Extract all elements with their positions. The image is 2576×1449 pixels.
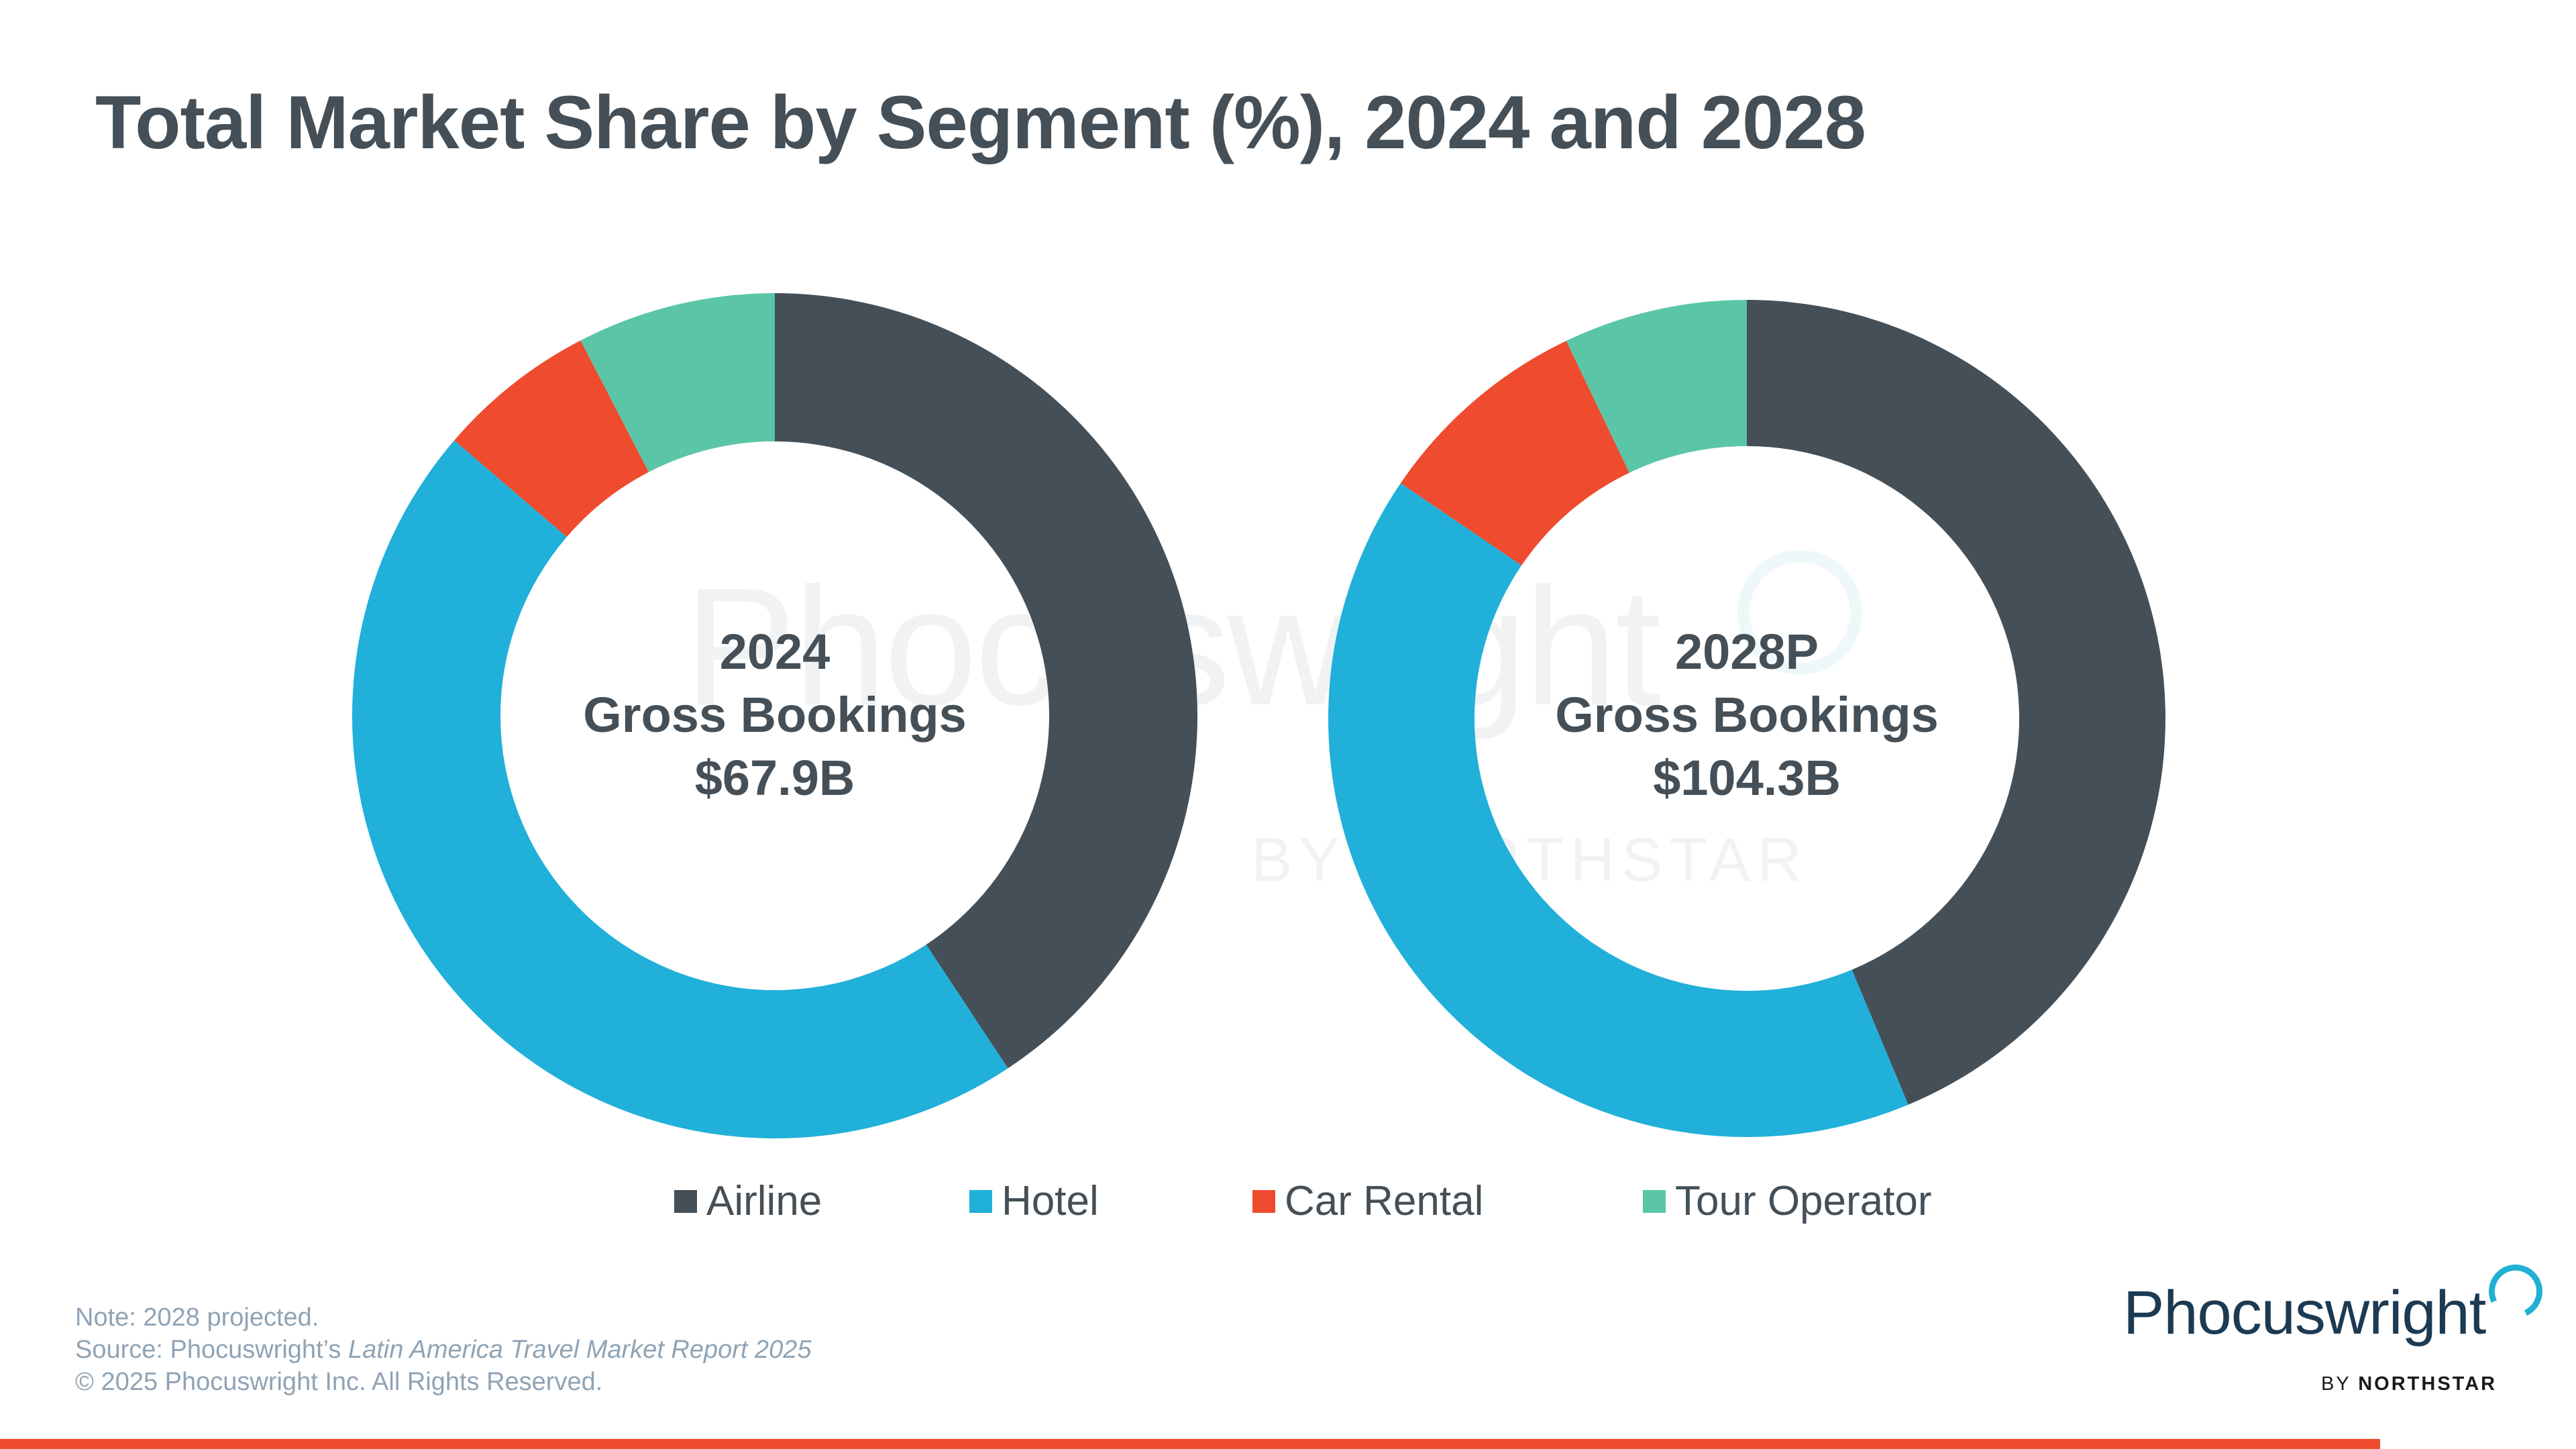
- center-value: $67.9B: [694, 750, 855, 806]
- donut-slice-car-rental: [454, 340, 649, 537]
- legend-label: Hotel: [1002, 1178, 1099, 1224]
- phocuswright-logo: Phocuswright BY NORTHSTAR: [2123, 1256, 2553, 1399]
- donut-slice-hotel: [352, 440, 1008, 1138]
- legend-swatch-tour-operator: [1643, 1189, 1666, 1213]
- center-metric: Gross Bookings: [583, 687, 967, 743]
- legend-label: Car Rental: [1285, 1178, 1484, 1224]
- legend-item-airline[interactable]: Airline: [674, 1177, 822, 1225]
- footnote-source: Source: Phocuswright’s Latin America Tra…: [75, 1334, 812, 1366]
- footnote-note: Note: 2028 projected.: [75, 1303, 319, 1332]
- donut-slice-airline: [1747, 300, 2166, 1105]
- accent-bar: [0, 1439, 2380, 1449]
- logo-byline: BY NORTHSTAR: [2321, 1373, 2497, 1395]
- legend-label: Airline: [706, 1178, 822, 1224]
- logo-by: BY: [2321, 1373, 2359, 1395]
- center-year: 2024: [719, 624, 830, 680]
- legend-swatch-car-rental: [1252, 1189, 1275, 1213]
- legend-swatch-airline: [674, 1189, 697, 1213]
- legend-item-hotel[interactable]: Hotel: [969, 1177, 1099, 1225]
- center-year: 2028P: [1675, 624, 1819, 680]
- donut-slice-tour-operator: [580, 293, 775, 472]
- center-label-2024: 2024 Gross Bookings $67.9B: [473, 621, 1077, 810]
- footnote: Note: 2028 projected. Source: Phocuswrig…: [75, 1301, 812, 1398]
- legend-swatch-hotel: [969, 1189, 992, 1213]
- donut-slice-hotel: [1328, 483, 1909, 1138]
- source-title: Latin America Travel Market Report 2025: [347, 1336, 812, 1364]
- center-metric: Gross Bookings: [1555, 687, 1939, 743]
- center-label-2028: 2028P Gross Bookings $104.3B: [1445, 621, 2049, 810]
- donut-2024: [352, 293, 1198, 1138]
- donut-slice-car-rental: [1400, 341, 1629, 566]
- center-value: $104.3B: [1653, 750, 1841, 806]
- legend-label: Tour Operator: [1675, 1178, 1932, 1224]
- logo-wordmark: Phocuswright: [2123, 1279, 2486, 1347]
- legend-item-car-rental[interactable]: Car Rental: [1252, 1177, 1483, 1225]
- logo-brand: NORTHSTAR: [2358, 1373, 2498, 1395]
- donut-slice-airline: [775, 293, 1198, 1069]
- chart-title: Total Market Share by Segment (%), 2024 …: [95, 80, 1866, 164]
- source-prefix: Source: Phocuswright’s: [75, 1336, 348, 1364]
- donut-slice-tour-operator: [1566, 300, 1747, 473]
- footnote-copyright: © 2025 Phocuswright Inc. All Rights Rese…: [75, 1368, 603, 1396]
- legend-item-tour-operator[interactable]: Tour Operator: [1643, 1177, 1932, 1225]
- donut-2028: [1328, 300, 2166, 1138]
